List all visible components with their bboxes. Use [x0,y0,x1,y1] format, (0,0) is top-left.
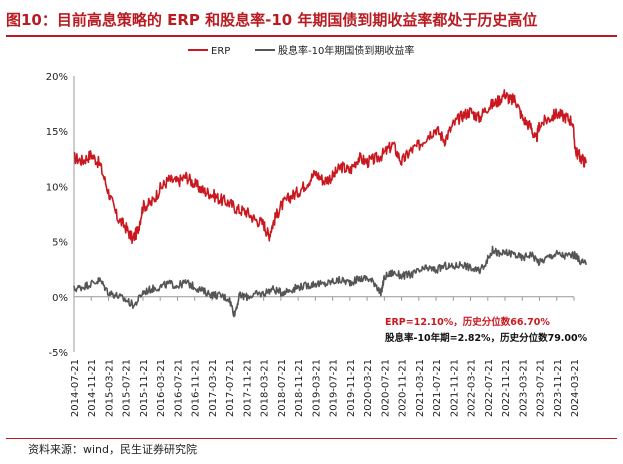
x-tick-label: 2021-11-21 [449,359,460,417]
y-tick-label: 15% [46,127,68,138]
x-tick-label: 2020-03-21 [363,359,374,417]
x-tick-label: 2022-11-21 [501,359,512,417]
x-tick-label: 2024-03-21 [570,359,581,417]
y-tick-label: 0% [52,293,68,304]
x-tick-label: 2021-07-21 [432,359,443,417]
x-tick-label: 2017-03-21 [208,359,219,417]
chart-legend: ERP 股息率-10年期国债到期收益率 [188,44,414,57]
dividend-spread-series-line [73,245,587,318]
series-layer [73,89,587,318]
x-tick-label: 2014-11-21 [87,359,98,417]
title-divider [6,35,617,37]
x-tick-label: 2018-03-21 [260,359,271,417]
x-tick-label: 2019-11-21 [346,359,357,417]
x-tick-label: 2023-07-21 [536,359,547,417]
y-tick-label: 5% [52,238,68,249]
legend-erp-label: ERP [211,46,230,57]
x-tick-label: 2018-11-21 [294,359,305,417]
x-tick-label: 2017-07-21 [225,359,236,417]
x-tick-label: 2018-07-21 [277,359,288,417]
x-tick-label: 2022-07-21 [484,359,495,417]
spread-annotation: 股息率-10年期=2.82%，历史分位数79.00% [385,332,588,344]
annotations: ERP=12.10%，历史分位数66.70% 股息率-10年期=2.82%，历史… [385,316,588,344]
figure-title: 图10：目前高息策略的 ERP 和股息率-10 年期国债到期收益率都处于历史高位 [6,11,538,29]
x-tick-label: 2023-03-21 [518,359,529,417]
x-tick-label: 2020-11-21 [398,359,409,417]
x-tick-label: 2016-07-21 [173,359,184,417]
x-tick-label: 2016-11-21 [191,359,202,417]
footer-divider [6,438,617,439]
x-tick-label: 2015-07-21 [122,359,133,417]
x-axis: 2014-07-21 2014-11-21 2015-03-21 2015-07-21… [70,296,581,417]
x-tick-label: 2019-03-21 [311,359,322,417]
erp-series-line [73,89,587,244]
x-tick-label: 2019-07-21 [329,359,340,417]
x-tick-label: 2016-03-21 [156,359,167,417]
y-tick-label: -5% [49,348,68,359]
x-tick-label: 2023-11-21 [553,359,564,417]
x-tick-label: 2020-07-21 [380,359,391,417]
x-tick-label: 2015-11-21 [139,359,150,417]
y-tick-label: 10% [46,182,68,193]
x-tick-label: 2022-03-21 [467,359,478,417]
x-tick-label: 2021-03-21 [415,359,426,417]
erp-annotation: ERP=12.10%，历史分位数66.70% [385,316,550,328]
y-tick-label: 20% [46,72,68,83]
x-tick-label: 2015-03-21 [104,359,115,417]
source-note: 资料来源：wind，民生证券研究院 [28,443,198,456]
x-tick-label: 2017-11-21 [242,359,253,417]
y-axis: -5% 0% 5% 10% 15% 20% [46,72,75,359]
legend-spread-label: 股息率-10年期国债到期收益率 [278,44,414,57]
x-tick-label: 2014-07-21 [70,359,81,417]
